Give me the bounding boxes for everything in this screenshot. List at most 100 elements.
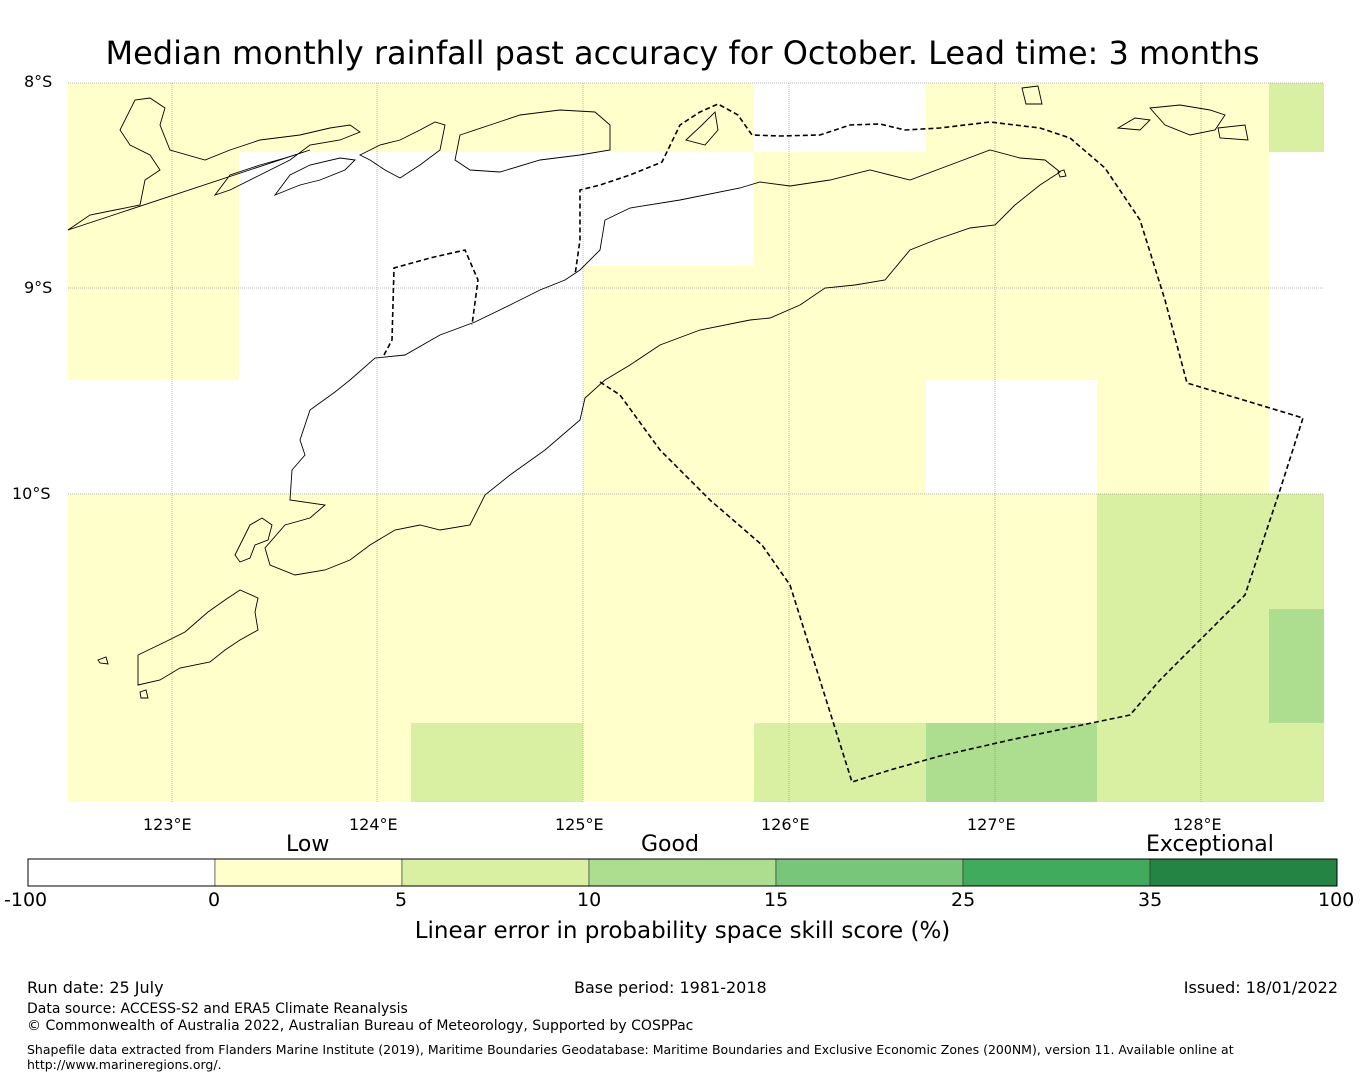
- colorbar-segment: [401, 858, 590, 887]
- cb-tick-15: 15: [764, 889, 789, 911]
- lon-label-123e: 123°E: [143, 815, 192, 834]
- skill-cell: [239, 609, 411, 723]
- skill-cell: [926, 494, 1097, 609]
- cb-tick-minus100: -100: [4, 889, 48, 911]
- issued-date: Issued: 18/01/2022: [1183, 978, 1338, 997]
- skill-cell: [239, 494, 411, 609]
- skill-cell: [1097, 152, 1269, 266]
- category-good: Good: [641, 832, 699, 857]
- lon-label-127e: 127°E: [967, 815, 1016, 834]
- graticule: [68, 82, 1324, 802]
- map-title: Median monthly rainfall past accuracy fo…: [105, 34, 1260, 72]
- skill-cell: [1269, 152, 1324, 266]
- lat-label-9s: 9°S: [24, 278, 53, 297]
- data-source: Data source: ACCESS-S2 and ERA5 Climate …: [27, 1001, 408, 1017]
- skill-cell: [1097, 380, 1269, 494]
- rainfall-skill-map: [67, 82, 1324, 802]
- rote-island-outline: [137, 589, 259, 686]
- islet-outline: [139, 689, 149, 699]
- skill-cell: [411, 152, 583, 266]
- skill-cell: [926, 380, 1097, 494]
- lon-label-125e: 125°E: [555, 815, 604, 834]
- leti-island-outline: [1116, 117, 1151, 131]
- islet2-outline: [1057, 169, 1067, 178]
- skill-cell: [754, 152, 926, 266]
- coastline: [67, 85, 1249, 699]
- lat-label-10s: 10°S: [12, 484, 51, 503]
- kisar-island-outline: [1149, 104, 1226, 136]
- colorbar: [27, 858, 1338, 887]
- semau-island-outline: [234, 517, 273, 563]
- skill-cell: [754, 723, 926, 802]
- timor-island-outline: [264, 149, 1061, 576]
- skill-cell: [411, 494, 583, 609]
- skill-cell: [926, 83, 1097, 152]
- alor-island-outline: [358, 121, 446, 179]
- colorbar-frame: [27, 858, 1338, 887]
- cb-tick-100: 100: [1318, 889, 1355, 911]
- skill-cell: [583, 266, 754, 380]
- flores-island-outline: [67, 97, 361, 231]
- colorbar-segment: [214, 858, 403, 887]
- skill-cell: [411, 380, 583, 494]
- skill-cell: [1097, 266, 1269, 380]
- atauro-island-outline: [685, 111, 719, 146]
- cb-tick-0: 0: [208, 889, 221, 911]
- shapefile-url: http://www.marineregions.org/.: [27, 1057, 222, 1072]
- skill-cell: [239, 266, 411, 380]
- timor-leste-eez-boundary: [574, 103, 1305, 784]
- skill-cell: [1269, 723, 1324, 802]
- skill-cell: [1097, 494, 1269, 609]
- lon-label-128e: 128°E: [1173, 815, 1222, 834]
- skill-cell: [1097, 723, 1269, 802]
- wetar-island-outline: [454, 109, 611, 173]
- shapefile-credit: Shapefile data extracted from Flanders M…: [27, 1042, 1234, 1057]
- skill-cell: [68, 723, 239, 802]
- moa-island-outline: [1217, 124, 1249, 141]
- oecusse-eez-boundary: [383, 249, 479, 356]
- lat-label-8s: 8°S: [24, 72, 53, 91]
- skill-cell: [754, 609, 926, 723]
- skill-cell: [926, 723, 1097, 802]
- ndao-island-outline: [97, 656, 109, 665]
- cb-tick-35: 35: [1138, 889, 1163, 911]
- category-exceptional: Exceptional: [1146, 832, 1274, 857]
- skill-cell: [411, 83, 583, 152]
- skill-cell: [1097, 83, 1269, 152]
- skill-cell: [411, 266, 583, 380]
- skill-cell: [926, 266, 1097, 380]
- skill-cell: [68, 494, 239, 609]
- skill-cell: [1269, 83, 1324, 152]
- skill-cell: [583, 494, 754, 609]
- skill-cell: [1269, 609, 1324, 723]
- skill-cell: [411, 609, 583, 723]
- skill-grid-cells: [68, 83, 1324, 802]
- skill-cell: [754, 494, 926, 609]
- skill-cell: [1269, 494, 1324, 609]
- pantar-island-outline: [273, 157, 356, 197]
- romang-island-outline: [1021, 85, 1043, 105]
- skill-cell: [754, 266, 926, 380]
- skill-cell: [239, 380, 411, 494]
- skill-cell: [68, 609, 239, 723]
- colorbar-segment: [588, 858, 777, 887]
- skill-cell: [411, 723, 583, 802]
- base-period: Base period: 1981-2018: [574, 978, 767, 997]
- category-low: Low: [286, 832, 330, 857]
- copyright: © Commonwealth of Australia 2022, Austra…: [27, 1018, 694, 1034]
- colorbar-segment: [962, 858, 1151, 887]
- skill-cell: [68, 380, 239, 494]
- cb-tick-10: 10: [577, 889, 602, 911]
- colorbar-segment: [27, 858, 216, 887]
- lon-label-124e: 124°E: [349, 815, 398, 834]
- skill-cell: [583, 83, 754, 152]
- skill-cell: [239, 83, 411, 152]
- skill-cell: [1269, 266, 1324, 380]
- skill-cell: [583, 723, 754, 802]
- skill-cell: [68, 266, 239, 380]
- run-date: Run date: 25 July: [27, 978, 164, 997]
- skill-cell: [68, 152, 239, 266]
- lon-label-126e: 126°E: [761, 815, 810, 834]
- colorbar-label: Linear error in probability space skill …: [414, 918, 951, 944]
- skill-cell: [926, 609, 1097, 723]
